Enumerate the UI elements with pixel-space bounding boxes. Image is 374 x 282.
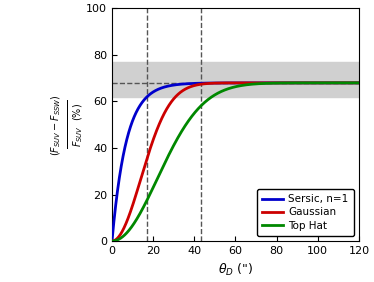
- Top Hat: [350, 81, 354, 85]
- Line: Top Hat: Top Hat: [112, 83, 359, 241]
- Top Hat: [122, 233, 127, 237]
- Sersic, n=1: [110, 239, 114, 243]
- Top Hat: [304, 81, 309, 85]
- Sersic, n=1: [357, 81, 361, 85]
- Y-axis label: $(F_{SUV}-F_{SSW})$
$\overline{\qquad\qquad\quad}$
$F_{SUV}$  (%): $(F_{SUV}-F_{SSW})$ $\overline{\qquad\qq…: [49, 94, 85, 156]
- Gaussian: [304, 81, 309, 85]
- Gaussian: [230, 81, 234, 85]
- Gaussian: [349, 81, 354, 85]
- Top Hat: [357, 81, 361, 85]
- Gaussian: [357, 81, 361, 85]
- Line: Gaussian: Gaussian: [112, 83, 359, 241]
- Top Hat: [110, 239, 114, 243]
- Gaussian: [110, 239, 114, 243]
- Sersic, n=1: [230, 81, 234, 85]
- Top Hat: [223, 88, 228, 91]
- Gaussian: [223, 81, 228, 85]
- Line: Sersic, n=1: Sersic, n=1: [112, 83, 359, 241]
- Top Hat: [230, 86, 234, 89]
- Sersic, n=1: [304, 81, 309, 85]
- X-axis label: $\theta_{D}$ ("): $\theta_{D}$ ("): [218, 261, 253, 277]
- Sersic, n=1: [122, 147, 127, 151]
- Gaussian: [122, 225, 127, 228]
- Sersic, n=1: [350, 81, 354, 85]
- Legend: Sersic, n=1, Gaussian, Top Hat: Sersic, n=1, Gaussian, Top Hat: [257, 189, 354, 236]
- Sersic, n=1: [349, 81, 354, 85]
- Gaussian: [354, 81, 358, 85]
- Bar: [112, 62, 359, 97]
- Top Hat: [349, 81, 354, 85]
- Sersic, n=1: [223, 81, 228, 85]
- Gaussian: [350, 81, 354, 85]
